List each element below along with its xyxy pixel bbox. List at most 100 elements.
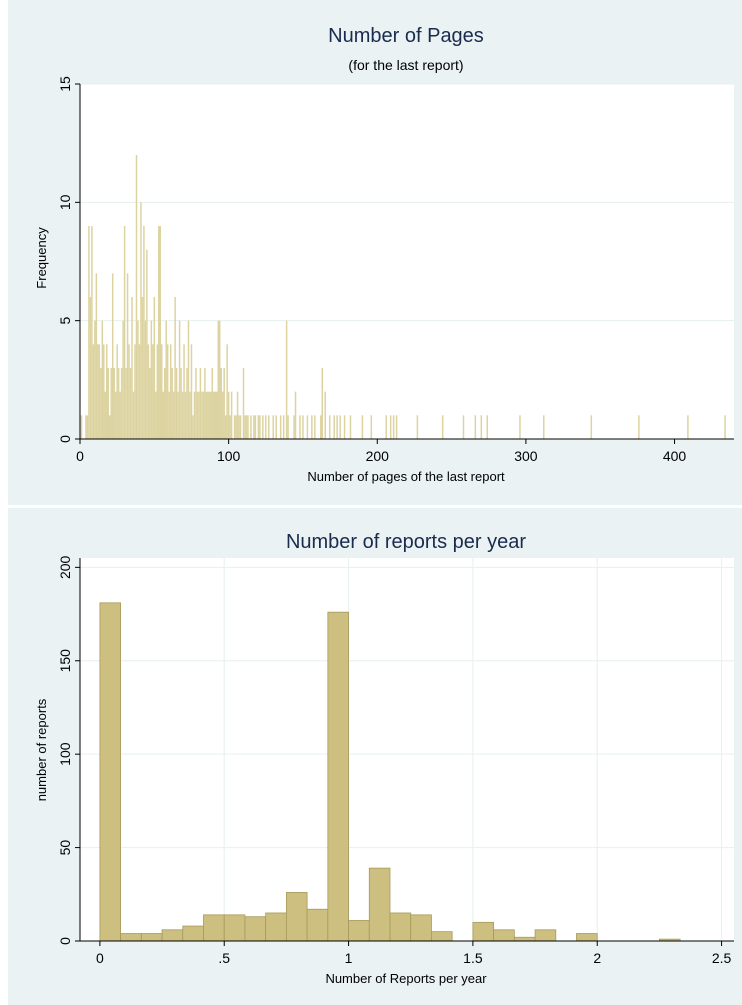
histogram-bar bbox=[385, 415, 387, 439]
histogram-bar bbox=[217, 320, 219, 439]
histogram-bar bbox=[265, 912, 287, 942]
chart-panel-reports: Number of reports per year Number of Rep… bbox=[8, 508, 742, 1005]
histogram-bar bbox=[223, 368, 225, 439]
histogram-bar bbox=[324, 391, 326, 439]
histogram-bar bbox=[275, 415, 277, 439]
histogram-bar bbox=[123, 226, 126, 439]
histogram-bar bbox=[724, 415, 726, 439]
histogram-bar bbox=[431, 931, 453, 942]
histogram-bar bbox=[140, 933, 163, 942]
histogram-bar bbox=[100, 368, 102, 439]
histogram-bar bbox=[235, 415, 237, 439]
histogram-bar bbox=[113, 368, 115, 439]
histogram-bar bbox=[128, 344, 130, 439]
chart-title: Number of reports per year bbox=[286, 531, 526, 553]
histogram-bar bbox=[221, 391, 224, 439]
histogram-bar bbox=[294, 391, 297, 439]
histogram-bar bbox=[441, 415, 444, 439]
histogram-bar bbox=[140, 202, 142, 439]
bars bbox=[80, 155, 726, 439]
histogram-bar bbox=[162, 391, 164, 439]
histogram-bar bbox=[85, 415, 87, 439]
histogram-bar bbox=[543, 415, 545, 439]
histogram-bar bbox=[169, 344, 172, 439]
histogram-bar bbox=[233, 415, 236, 439]
histogram-bar bbox=[207, 391, 209, 439]
y-tick-label: 50 bbox=[57, 840, 73, 856]
histogram-bar bbox=[97, 344, 99, 439]
histogram-bar bbox=[462, 415, 465, 439]
histogram-bar bbox=[91, 226, 93, 439]
histogram-bar bbox=[116, 344, 118, 439]
histogram-bar bbox=[370, 415, 373, 439]
histogram-bar bbox=[293, 415, 295, 439]
histogram-bar bbox=[104, 391, 107, 439]
histogram-bar bbox=[126, 273, 129, 439]
histogram-bar bbox=[168, 391, 170, 439]
histogram-bar bbox=[226, 344, 228, 439]
histogram-bar bbox=[245, 415, 248, 439]
histogram-bar bbox=[184, 391, 187, 439]
histogram-bar bbox=[198, 391, 200, 439]
histogram-bar bbox=[177, 391, 179, 439]
histogram-bar bbox=[144, 320, 147, 439]
histogram-bar bbox=[111, 273, 114, 439]
y-tick-label: 200 bbox=[57, 555, 73, 579]
x-axis-label: Number of Reports per year bbox=[325, 971, 487, 986]
x-tick-label: 0 bbox=[76, 448, 84, 464]
histogram-bar bbox=[519, 415, 521, 439]
histogram-bar bbox=[158, 226, 160, 439]
histogram-bar bbox=[238, 415, 240, 439]
histogram-bar bbox=[143, 226, 145, 439]
histogram-bar bbox=[343, 415, 346, 439]
histogram-bar bbox=[328, 415, 331, 439]
histogram-bar bbox=[159, 226, 162, 439]
histogram-bar bbox=[190, 344, 193, 439]
histogram-bar bbox=[299, 415, 301, 439]
histogram-bar bbox=[513, 936, 536, 942]
x-axis-label: Number of pages of the last report bbox=[307, 469, 505, 484]
histogram-bar bbox=[208, 391, 211, 439]
y-tick-label: 5 bbox=[57, 317, 73, 325]
histogram-bar bbox=[192, 415, 194, 439]
histogram-bar bbox=[106, 344, 108, 439]
histogram-bar bbox=[210, 391, 212, 439]
x-tick-label: 2.5 bbox=[712, 950, 732, 966]
histogram-bar bbox=[282, 415, 285, 439]
histogram-bar bbox=[339, 415, 341, 439]
histogram-bar bbox=[101, 320, 104, 439]
histogram-bar bbox=[213, 391, 215, 439]
histogram-bar bbox=[327, 611, 349, 942]
y-tick-label: 10 bbox=[57, 194, 73, 210]
x-tick-label: 2 bbox=[593, 950, 601, 966]
histogram-bar bbox=[187, 320, 190, 439]
histogram-bar bbox=[92, 344, 95, 439]
histogram-bar bbox=[80, 415, 83, 439]
histogram-bar bbox=[392, 415, 395, 439]
histogram-bar bbox=[103, 344, 105, 439]
histogram-bar bbox=[242, 368, 245, 439]
histogram-bar bbox=[214, 391, 217, 439]
histogram-bar bbox=[122, 320, 124, 439]
histogram-bar bbox=[204, 368, 206, 439]
histogram-bar bbox=[314, 415, 316, 439]
histogram-bar bbox=[250, 415, 252, 439]
histogram-bar bbox=[193, 391, 196, 439]
histogram-bar bbox=[165, 320, 167, 439]
histogram-bar bbox=[244, 916, 267, 942]
x-tick-label: 1.5 bbox=[463, 950, 483, 966]
y-tick-label: 0 bbox=[57, 937, 73, 945]
histogram-bar bbox=[201, 391, 203, 439]
histogram-bar bbox=[257, 415, 260, 439]
histogram-bar bbox=[254, 415, 257, 439]
histogram-bar bbox=[279, 415, 282, 439]
histogram-bar bbox=[287, 415, 289, 439]
histogram-bar bbox=[89, 297, 92, 439]
histogram-bar bbox=[389, 415, 392, 439]
histogram-bar bbox=[108, 415, 111, 439]
histogram-bar bbox=[227, 391, 230, 439]
histogram-bar bbox=[152, 344, 154, 439]
histogram-bar bbox=[147, 344, 150, 439]
histogram-bar bbox=[114, 391, 117, 439]
histogram-bar bbox=[247, 415, 249, 439]
